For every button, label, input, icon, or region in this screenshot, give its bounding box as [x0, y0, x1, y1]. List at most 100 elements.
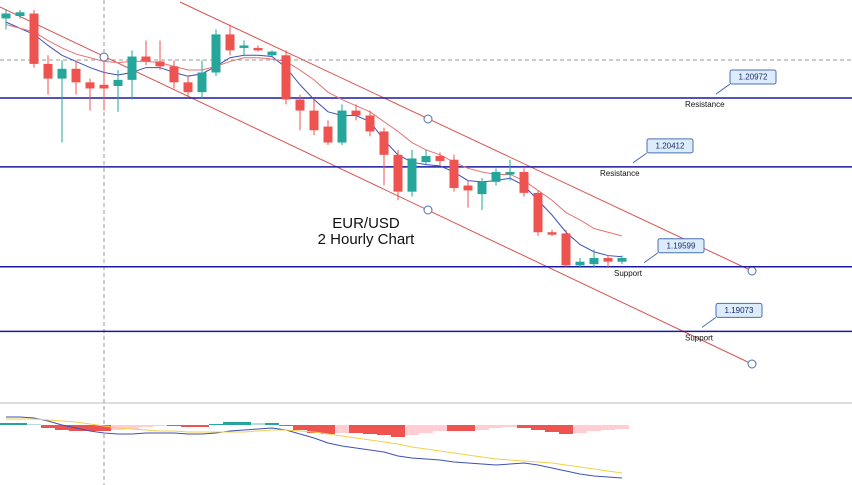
level-box — [729, 69, 777, 85]
candle-body — [575, 261, 585, 266]
candle-body — [71, 68, 81, 83]
level-name: Resistance — [685, 100, 725, 109]
level-name: Resistance — [600, 169, 640, 178]
handle[interactable] — [99, 52, 109, 62]
chart-title: EUR/USD — [332, 215, 400, 232]
candle-body — [295, 99, 305, 111]
histogram-bar — [195, 425, 209, 427]
level-name: Support — [614, 269, 643, 278]
candle-body — [1, 13, 11, 19]
candle-body — [225, 34, 235, 51]
candle-body — [57, 68, 67, 79]
candle-body — [449, 159, 459, 188]
candle-body — [239, 45, 249, 48]
level-value: 1.20972 — [739, 73, 768, 82]
histogram-bar — [475, 425, 489, 430]
histogram-bar — [125, 425, 139, 429]
level-box — [646, 138, 694, 154]
candle-body — [365, 115, 375, 132]
histogram-bar — [139, 425, 153, 427]
candle-body — [253, 47, 263, 51]
histogram-bar — [559, 425, 573, 434]
histogram-bar — [405, 425, 419, 435]
candle-body — [127, 56, 137, 80]
histogram-bar — [447, 425, 461, 431]
level-value: 1.19599 — [667, 241, 696, 250]
histogram-bar — [181, 425, 195, 427]
level-value: 1.20412 — [656, 141, 685, 150]
candle-body — [533, 192, 543, 233]
candle-body — [183, 82, 193, 93]
candle-body — [491, 172, 501, 182]
histogram-bar — [307, 425, 321, 433]
handle[interactable] — [423, 114, 433, 124]
candle-body — [211, 34, 221, 73]
histogram-bar — [433, 425, 447, 431]
histogram-bar — [461, 425, 475, 431]
candle-body — [407, 158, 417, 192]
candle-body — [99, 84, 109, 89]
histogram-bar — [587, 425, 601, 431]
candle-body — [505, 172, 515, 175]
candle-body — [169, 66, 179, 83]
histogram-bar — [265, 423, 279, 425]
candle-body — [463, 185, 473, 191]
candle-body — [561, 233, 571, 266]
histogram-bar — [251, 423, 265, 425]
histogram-bar — [573, 425, 587, 433]
candle-body — [85, 82, 95, 89]
candle-body — [323, 126, 333, 143]
candle-body — [379, 131, 389, 155]
channel-lower — [0, 6, 753, 365]
histogram-bar — [153, 425, 167, 426]
candle-body — [141, 56, 151, 62]
candle-body — [393, 154, 403, 192]
histogram-bar — [167, 425, 181, 426]
candle-body — [281, 55, 291, 100]
handle[interactable] — [747, 359, 757, 369]
histogram-bar — [279, 425, 293, 426]
histogram-bar — [363, 425, 377, 434]
level-leader — [715, 83, 731, 95]
histogram-bar — [391, 425, 405, 437]
histogram-bar — [503, 425, 517, 427]
histogram-bar — [27, 424, 41, 425]
moving-average — [5, 21, 623, 258]
candle-body — [155, 61, 165, 67]
candle-body — [477, 181, 487, 195]
histogram-bar — [41, 425, 55, 428]
candle-body — [267, 51, 277, 56]
level-name: Support — [685, 333, 714, 342]
level-box — [657, 238, 705, 254]
histogram-bar — [13, 423, 27, 425]
histogram-bar — [489, 425, 503, 428]
level-leader — [701, 316, 717, 328]
candle-body — [617, 258, 627, 262]
candle-body — [435, 156, 445, 161]
handle[interactable] — [423, 205, 433, 215]
histogram-bar — [223, 422, 237, 425]
candle-body — [351, 110, 361, 116]
level-leader — [643, 252, 659, 264]
handle[interactable] — [747, 266, 757, 276]
candle-body — [589, 258, 599, 265]
candle-body — [43, 63, 53, 79]
histogram-bar — [321, 425, 335, 434]
histogram-bar — [601, 425, 615, 430]
candle-body — [309, 110, 319, 131]
level-value: 1.19073 — [725, 306, 754, 315]
candle-body — [603, 258, 613, 262]
chart-subtitle: 2 Hourly Chart — [318, 231, 416, 248]
candle-body — [519, 172, 529, 193]
histogram-bar — [83, 425, 97, 431]
histogram-bar — [293, 425, 307, 430]
histogram-bar — [0, 423, 13, 425]
histogram-bar — [237, 422, 251, 425]
candle-body — [197, 72, 207, 93]
indicator-line — [6, 418, 623, 474]
histogram-bar — [531, 425, 545, 430]
indicator-line — [6, 416, 623, 479]
candle-body — [547, 232, 557, 235]
candle-body — [15, 12, 25, 16]
candle-body — [337, 110, 347, 143]
